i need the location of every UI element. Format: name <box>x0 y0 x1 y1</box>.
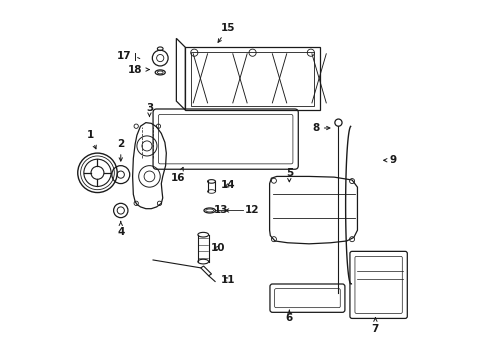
Text: 12: 12 <box>244 206 259 216</box>
Text: 7: 7 <box>371 318 378 334</box>
Text: 2: 2 <box>117 139 124 161</box>
Text: 8: 8 <box>312 123 319 133</box>
Bar <box>190 52 314 106</box>
Text: 11: 11 <box>221 275 235 285</box>
Text: 15: 15 <box>218 23 235 42</box>
Text: 1: 1 <box>86 130 96 149</box>
Text: 4: 4 <box>117 221 124 237</box>
Text: 14: 14 <box>221 180 235 190</box>
Text: 3: 3 <box>145 103 153 116</box>
Text: 16: 16 <box>171 167 185 183</box>
Text: 18: 18 <box>127 64 142 75</box>
Text: 17: 17 <box>117 51 131 61</box>
Text: 13: 13 <box>213 206 228 216</box>
Text: 5: 5 <box>285 168 292 182</box>
Text: 9: 9 <box>389 155 396 165</box>
Text: 6: 6 <box>285 310 292 323</box>
Text: 10: 10 <box>210 243 224 253</box>
